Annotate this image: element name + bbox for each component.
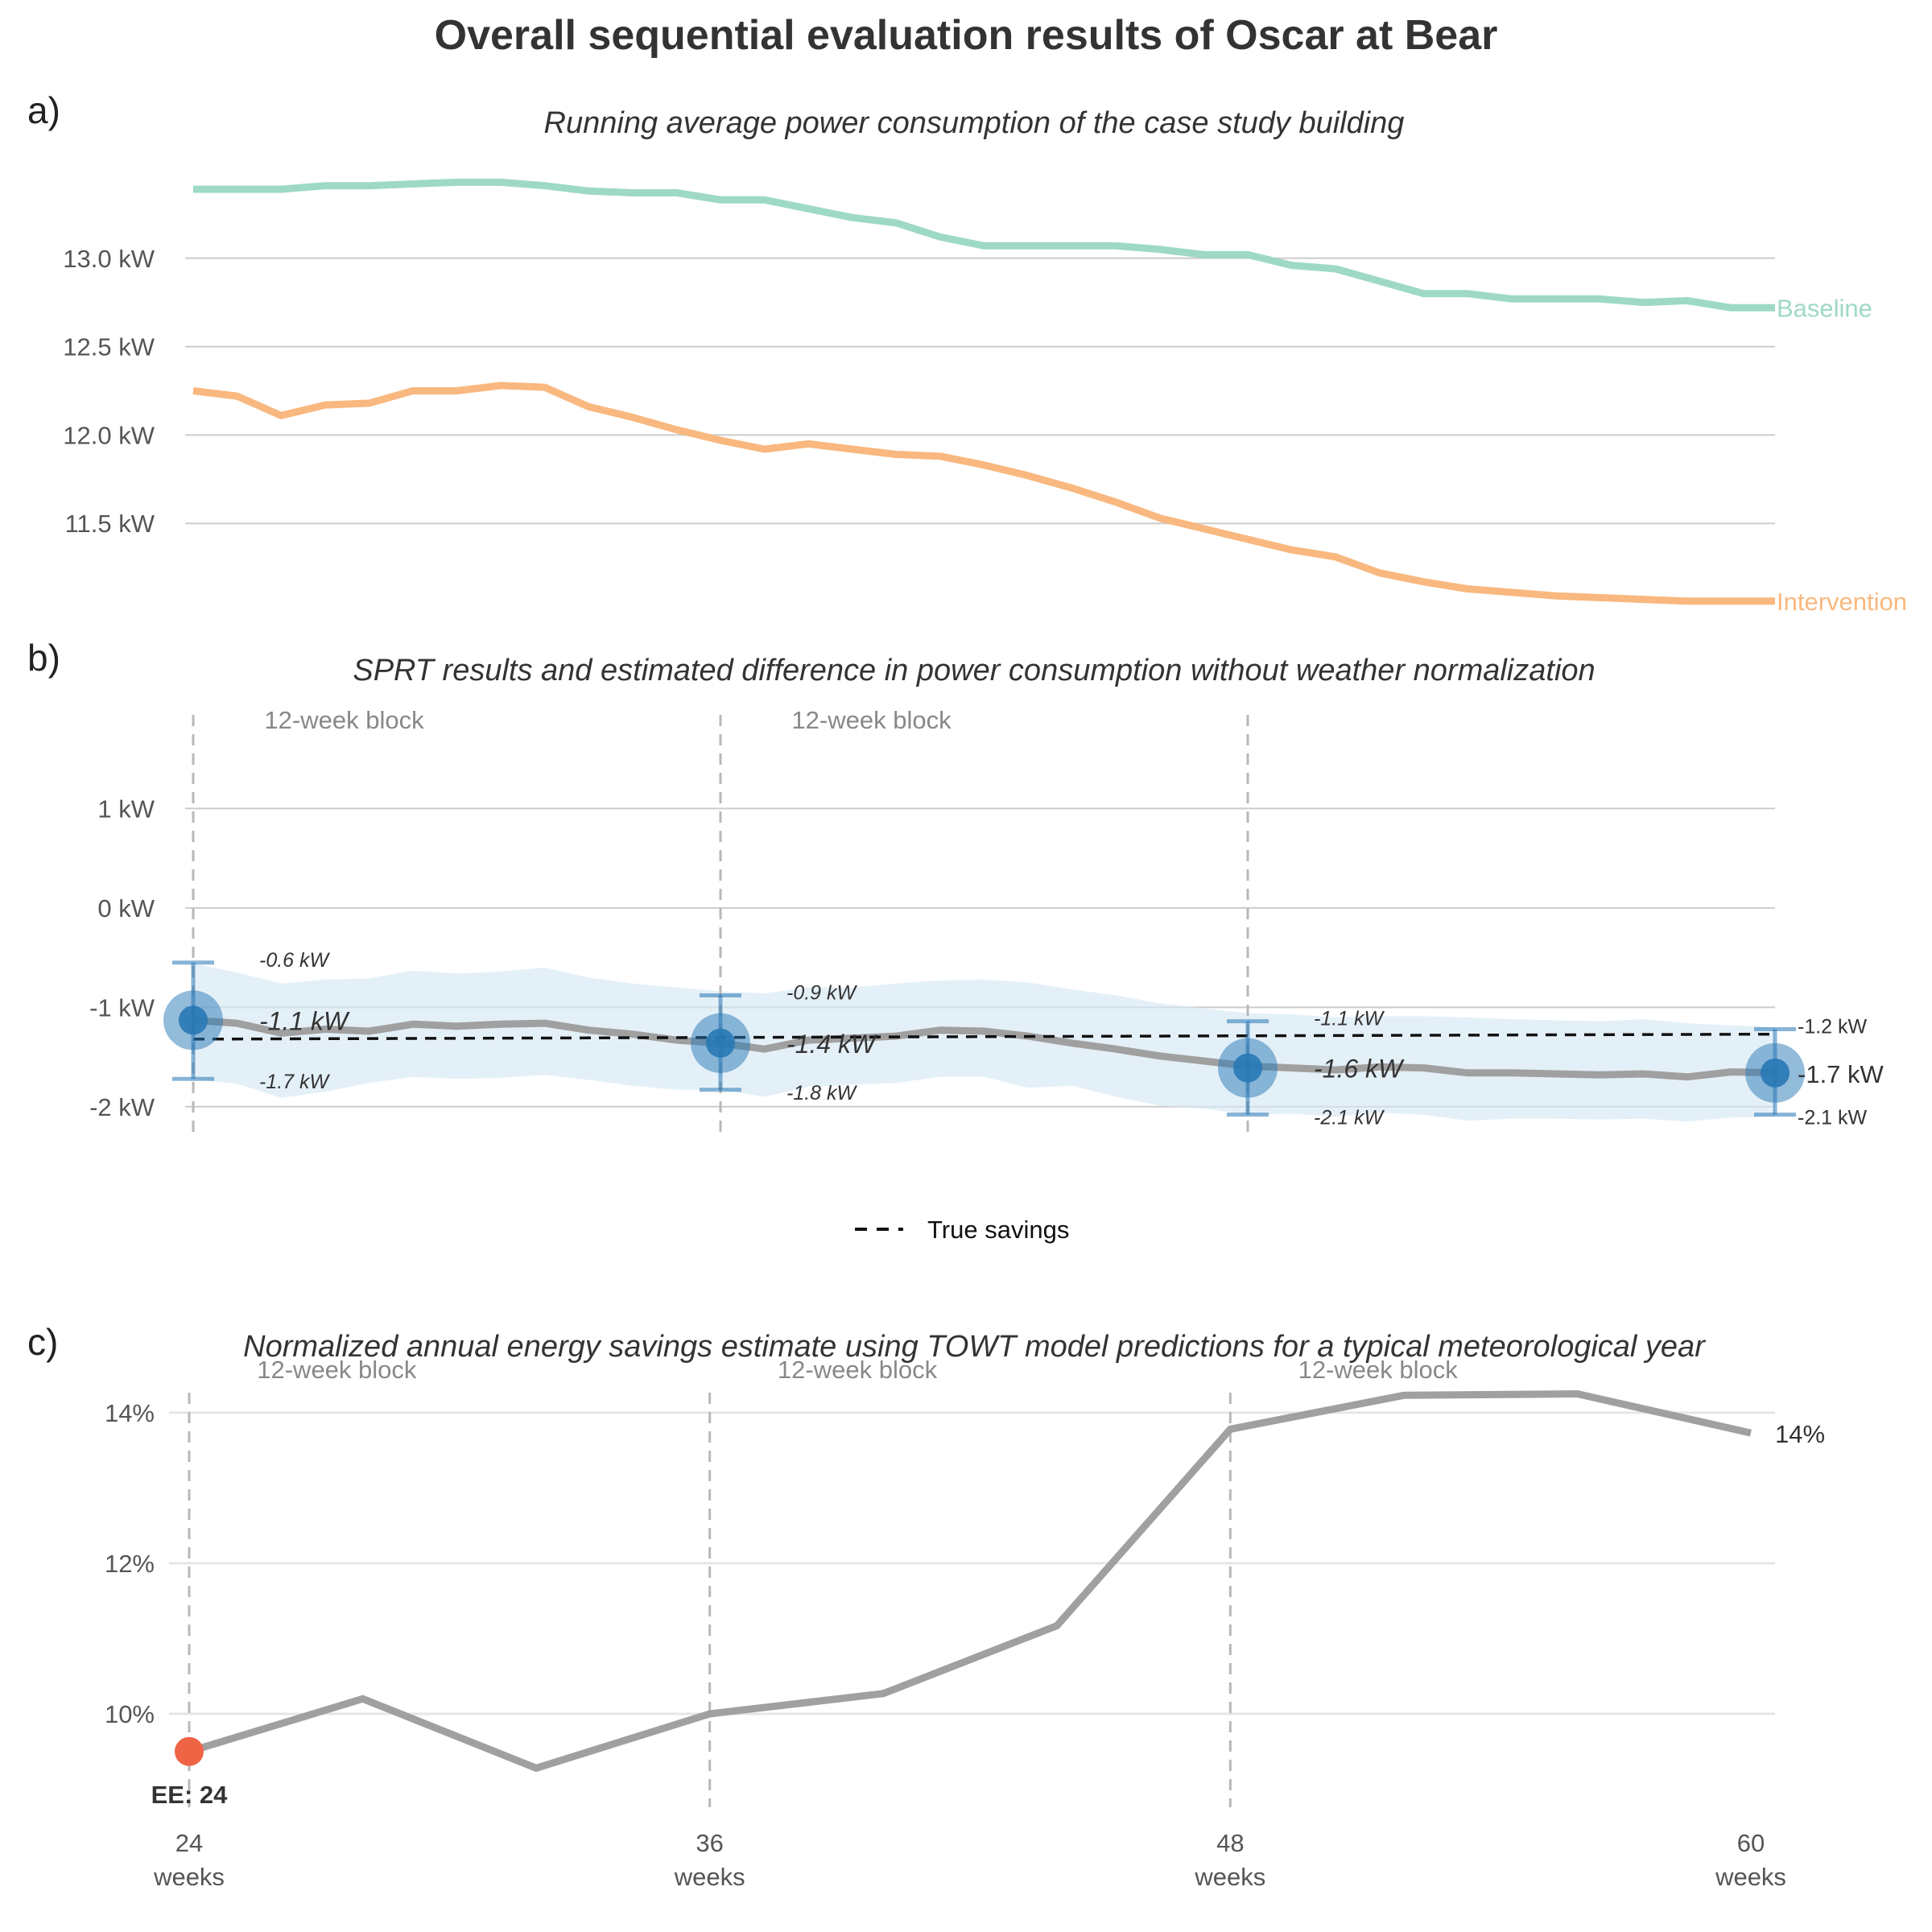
panel-b-letter: b) <box>27 637 60 679</box>
panel-c-xtick-sublabel: weeks <box>1715 1863 1786 1891</box>
panel-b-true-savings-line <box>192 1032 1776 1041</box>
panel-b-legend-label: True savings <box>927 1216 1069 1244</box>
panel-a-ytick-label: 11.5 kW <box>65 510 155 538</box>
panel-c-xtick-label: 24 <box>175 1829 203 1857</box>
panel-a-ytick-label: 12.0 kW <box>63 421 155 449</box>
panel-b-estimate-label: -1.1 kW <box>259 1006 350 1035</box>
panel-b-confidence-band <box>193 964 1775 1122</box>
panel-a-ytick-label: 12.5 kW <box>63 333 155 361</box>
panel-b: SPRT results and estimated difference in… <box>89 654 1884 1244</box>
panel-c-savings-line <box>188 1390 1752 1772</box>
panel-b-ytick-label: -1 kW <box>89 993 155 1022</box>
panel-b-point <box>706 1028 735 1058</box>
panel-b-lower-label: -1.8 kW <box>786 1082 858 1104</box>
panel-c-early-end-label: EE: 24 <box>151 1781 229 1809</box>
panel-b-lower-label: -2.1 kW <box>1314 1107 1385 1129</box>
panel-b-ytick-label: 0 kW <box>97 894 155 923</box>
panel-c-xtick-label: 36 <box>696 1829 723 1857</box>
panel-c-title: Normalized annual energy savings estimat… <box>243 1330 1706 1364</box>
panel-b-lower-label: -2.1 kW <box>1798 1107 1868 1129</box>
panel-b-estimate-line <box>192 1016 1776 1081</box>
panel-a-series-intervention <box>192 382 1775 605</box>
panel-b-point <box>1761 1058 1790 1088</box>
panel-c-ytick-label: 10% <box>105 1700 155 1728</box>
panel-c-end-label: 14% <box>1775 1420 1825 1448</box>
panel-b-estimate-label: -1.4 kW <box>786 1030 877 1059</box>
panel-c-xtick-sublabel: weeks <box>1194 1863 1265 1891</box>
panel-c-xtick-sublabel: weeks <box>674 1863 745 1891</box>
panel-a-title: Running average power consumption of the… <box>544 106 1405 140</box>
panel-b-lower-label: -1.7 kW <box>259 1071 331 1093</box>
panel-b-ytick-label: 1 kW <box>97 795 155 823</box>
panel-b-estimate-label: -1.7 kW <box>1798 1060 1885 1088</box>
panel-b-point <box>179 1005 208 1035</box>
panel-b-upper-label: -1.2 kW <box>1798 1015 1868 1038</box>
panel-c-letter: c) <box>27 1321 59 1363</box>
panel-a-end-label-intervention: Intervention <box>1777 588 1907 616</box>
panel-a-series-baseline <box>193 178 1775 312</box>
panel-b-title: SPRT results and estimated difference in… <box>353 654 1595 687</box>
panel-c: 10% 12% 14% 12-week block 12-week block 12-we… <box>105 1330 1825 1891</box>
panel-b-upper-label: -1.1 kW <box>1314 1008 1385 1030</box>
panel-b-ytick-label: -2 kW <box>89 1093 155 1121</box>
panel-b-upper-label: -0.6 kW <box>259 949 331 972</box>
panel-a-end-label-baseline: Baseline <box>1777 294 1872 322</box>
panel-b-upper-label: -0.9 kW <box>786 982 858 1005</box>
panel-c-ytick-label: 14% <box>105 1399 155 1427</box>
panel-a-letter: a) <box>27 89 60 131</box>
panel-b-block-label: 12-week block <box>264 706 424 734</box>
panel-c-early-end-point <box>175 1736 204 1766</box>
panel-c-block-label: 12-week block <box>778 1356 938 1384</box>
panel-c-xtick-sublabel: weeks <box>153 1863 225 1891</box>
panel-a-ytick-label: 13.0 kW <box>63 245 155 273</box>
panel-b-block-label: 12-week block <box>791 706 952 734</box>
panel-c-ytick-label: 12% <box>105 1550 155 1578</box>
panel-b-point <box>1233 1053 1262 1083</box>
panel-c-xtick-label: 48 <box>1216 1829 1244 1857</box>
figure-title: Overall sequential evaluation results of… <box>434 12 1498 59</box>
panel-b-estimate-label: -1.6 kW <box>1314 1055 1405 1084</box>
panel-c-block-label: 12-week block <box>257 1356 417 1384</box>
panel-a: Running average power consumption of the… <box>63 106 1907 616</box>
panel-c-xtick-label: 60 <box>1737 1829 1765 1857</box>
panel-c-block-label: 12-week block <box>1298 1356 1459 1384</box>
